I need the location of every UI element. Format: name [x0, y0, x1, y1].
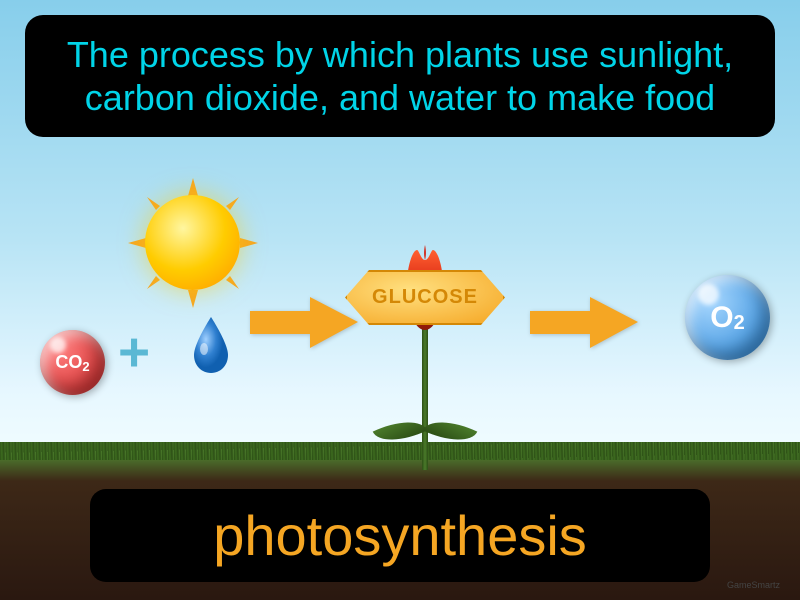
- photosynthesis-diagram: CO2 +: [0, 180, 800, 460]
- definition-box: The process by which plants use sunlight…: [25, 15, 775, 137]
- arrow-icon: [530, 295, 640, 355]
- glucose-badge: GLUCOSE: [345, 270, 505, 325]
- stem-icon: [422, 325, 428, 470]
- leaf-icon: [423, 410, 478, 451]
- leaf-icon: [373, 410, 428, 451]
- plus-symbol: +: [118, 320, 150, 384]
- title-text: photosynthesis: [213, 504, 587, 567]
- o2-subscript: 2: [734, 312, 745, 335]
- water-drop-icon: [190, 315, 232, 375]
- co2-label: CO: [55, 352, 82, 373]
- sun-icon: [145, 195, 240, 290]
- credit-text: GameSmartz: [727, 580, 780, 590]
- co2-sphere: CO2: [40, 330, 105, 395]
- glucose-label: GLUCOSE: [345, 286, 505, 309]
- arrow-icon: [250, 295, 360, 355]
- o2-sphere: O2: [685, 275, 770, 360]
- title-box: photosynthesis: [90, 489, 710, 582]
- o2-label: O: [710, 301, 733, 335]
- definition-text: The process by which plants use sunlight…: [67, 34, 733, 118]
- shine-icon: [50, 337, 66, 353]
- co2-subscript: 2: [82, 359, 89, 374]
- shine-icon: [698, 284, 719, 305]
